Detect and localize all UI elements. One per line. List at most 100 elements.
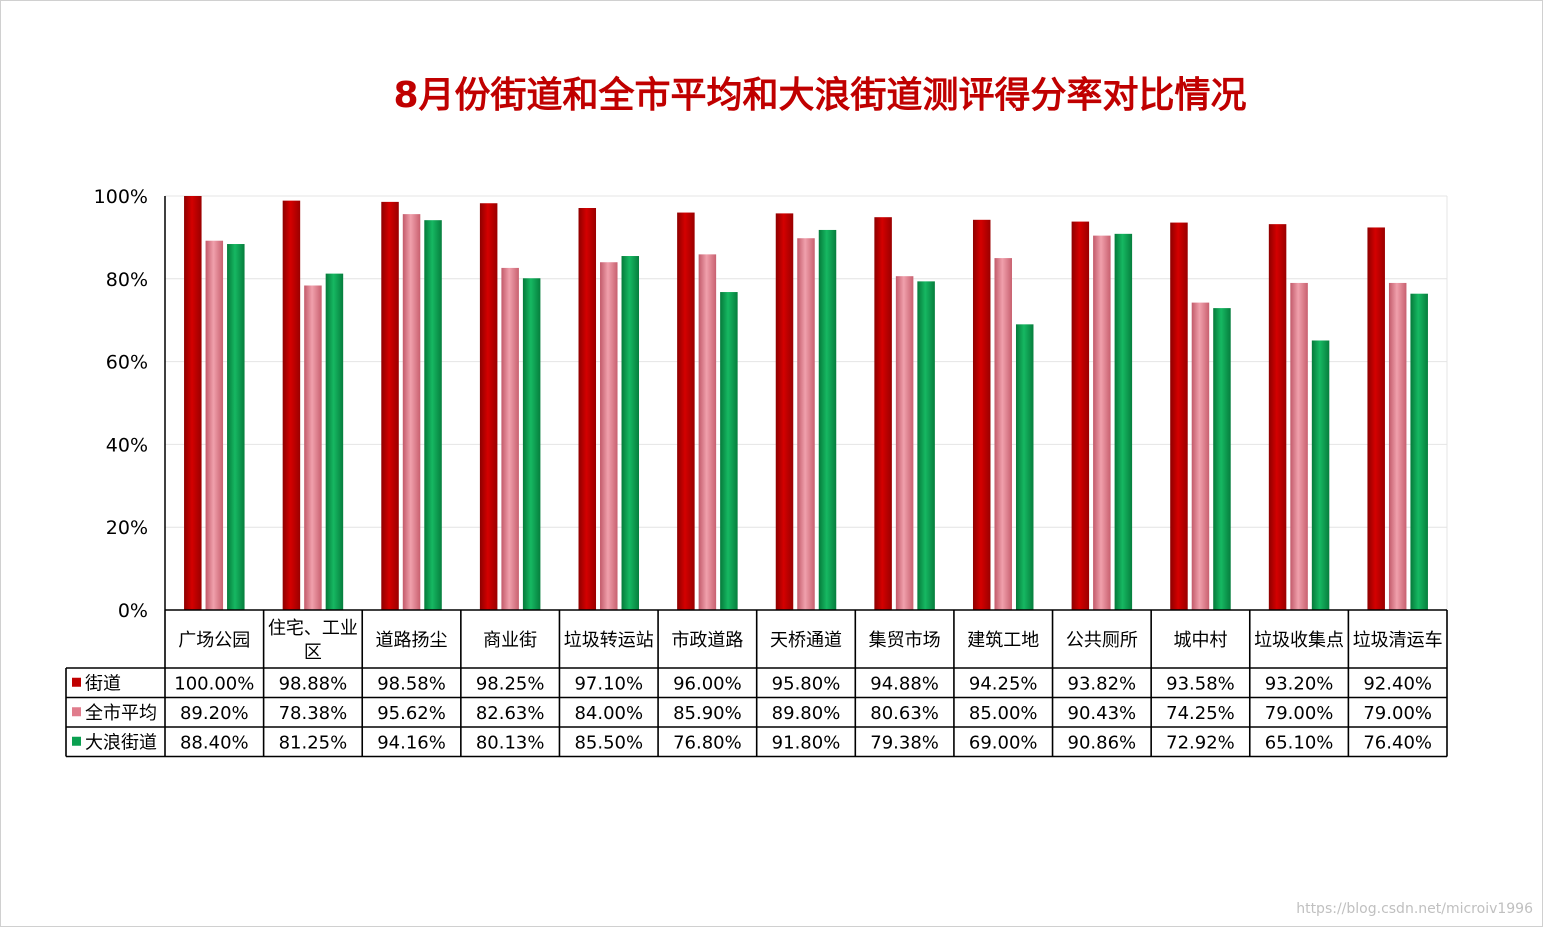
data-label: 95.62%	[377, 703, 446, 724]
data-label: 98.88%	[279, 673, 348, 694]
bar-1-12	[1388, 282, 1407, 610]
data-label: 90.43%	[1068, 703, 1137, 724]
x-tick-label: 垃圾收集点	[1254, 630, 1344, 651]
bar-1-6	[797, 238, 815, 610]
bar-1-0	[205, 240, 224, 610]
x-tick-label: 垃圾清运车	[1353, 630, 1443, 651]
x-tick-label: 城中村	[1173, 630, 1227, 651]
data-label: 74.25%	[1166, 703, 1235, 724]
legend-key-2	[72, 736, 81, 746]
bars	[184, 196, 1428, 611]
data-label: 79.00%	[1363, 703, 1432, 724]
data-label: 72.92%	[1166, 732, 1235, 753]
y-tick-label: 20%	[106, 517, 148, 539]
bar-0-1	[282, 200, 301, 611]
bar-2-1	[325, 273, 344, 610]
bar-1-10	[1191, 302, 1210, 610]
bar-0-8	[972, 219, 991, 610]
data-label: 100.00%	[174, 673, 254, 694]
data-label: 80.63%	[870, 703, 939, 724]
data-label: 85.00%	[969, 703, 1038, 724]
x-tick-label: 道路扬尘	[376, 630, 448, 651]
data-label: 90.86%	[1068, 732, 1137, 753]
data-label: 78.38%	[279, 703, 348, 724]
x-tick-label: 公共厕所	[1066, 630, 1138, 651]
x-tick-label: 广场公园	[178, 630, 250, 651]
data-label: 79.38%	[870, 732, 939, 753]
legend-label: 大浪街道	[85, 732, 157, 753]
bar-2-3	[522, 278, 541, 610]
data-label: 94.88%	[870, 673, 939, 694]
data-label: 89.80%	[772, 703, 841, 724]
data-label: 96.00%	[673, 673, 742, 694]
bar-0-5	[677, 212, 695, 610]
data-label: 98.25%	[476, 673, 545, 694]
bar-2-9	[1114, 233, 1133, 610]
bar-1-4	[600, 262, 618, 610]
x-tick-label: 住宅、工业	[268, 618, 358, 639]
x-tick-label: 商业街	[483, 630, 537, 651]
data-label: 84.00%	[574, 703, 643, 724]
bar-1-3	[501, 267, 519, 610]
watermark: https://blog.csdn.net/microiv1996	[1296, 901, 1533, 917]
legend-key-1	[72, 707, 81, 717]
legend-label: 街道	[85, 673, 121, 694]
bar-2-7	[917, 281, 935, 610]
data-label: 76.40%	[1363, 732, 1432, 753]
bar-2-10	[1213, 308, 1231, 610]
data-label: 69.00%	[969, 732, 1038, 753]
data-label: 89.20%	[180, 703, 249, 724]
legend-label: 全市平均	[85, 703, 157, 724]
bar-0-6	[775, 213, 794, 610]
y-tick-label: 100%	[94, 186, 148, 208]
bar-2-8	[1015, 324, 1034, 610]
bar-2-0	[227, 244, 245, 611]
bar-1-7	[895, 276, 914, 610]
x-tick-label: 集贸市场	[869, 630, 941, 651]
data-label: 79.00%	[1265, 703, 1334, 724]
data-label: 92.40%	[1363, 673, 1432, 694]
data-label: 93.82%	[1068, 673, 1137, 694]
data-label: 82.63%	[476, 703, 545, 724]
gridlines	[165, 195, 1448, 610]
data-label: 94.16%	[377, 732, 446, 753]
data-label: 88.40%	[180, 732, 249, 753]
y-tick-label: 60%	[106, 352, 148, 374]
data-label: 65.10%	[1265, 732, 1334, 753]
bar-2-2	[424, 220, 442, 610]
bar-0-3	[479, 203, 498, 610]
data-label: 91.80%	[772, 732, 841, 753]
data-label: 85.90%	[673, 703, 742, 724]
bar-2-11	[1311, 340, 1330, 610]
x-tick-label: 市政道路	[671, 630, 743, 651]
data-label: 93.58%	[1166, 673, 1235, 694]
data-label: 80.13%	[476, 732, 545, 753]
chart-title: 8月份街道和全市平均和大浪街道测评得分率对比情况	[393, 75, 1247, 116]
y-tick-label: 0%	[118, 600, 148, 622]
data-label: 93.20%	[1265, 673, 1334, 694]
bar-0-9	[1071, 221, 1090, 610]
bar-0-2	[381, 201, 399, 611]
legend-key-0	[72, 677, 81, 687]
x-tick-label: 建筑工地	[967, 630, 1039, 651]
bar-0-11	[1268, 224, 1287, 611]
x-tick-label: 天桥通道	[770, 630, 842, 651]
bar-0-12	[1367, 227, 1385, 611]
bar-2-12	[1410, 293, 1428, 610]
bar-1-5	[698, 254, 717, 610]
x-tick-label: 垃圾转运站	[564, 630, 654, 651]
y-axis: 0% 20% 40% 60% 80% 100%	[94, 186, 166, 622]
bar-1-1	[304, 285, 322, 610]
y-tick-label: 40%	[106, 434, 148, 456]
bar-0-10	[1170, 222, 1188, 610]
data-label: 97.10%	[574, 673, 643, 694]
bar-2-4	[621, 256, 640, 610]
bar-2-6	[818, 229, 837, 610]
bar-1-2	[402, 214, 421, 611]
bar-0-0	[184, 196, 202, 610]
data-label: 95.80%	[772, 673, 841, 694]
data-label: 76.80%	[673, 732, 742, 753]
bar-0-4	[578, 208, 597, 611]
